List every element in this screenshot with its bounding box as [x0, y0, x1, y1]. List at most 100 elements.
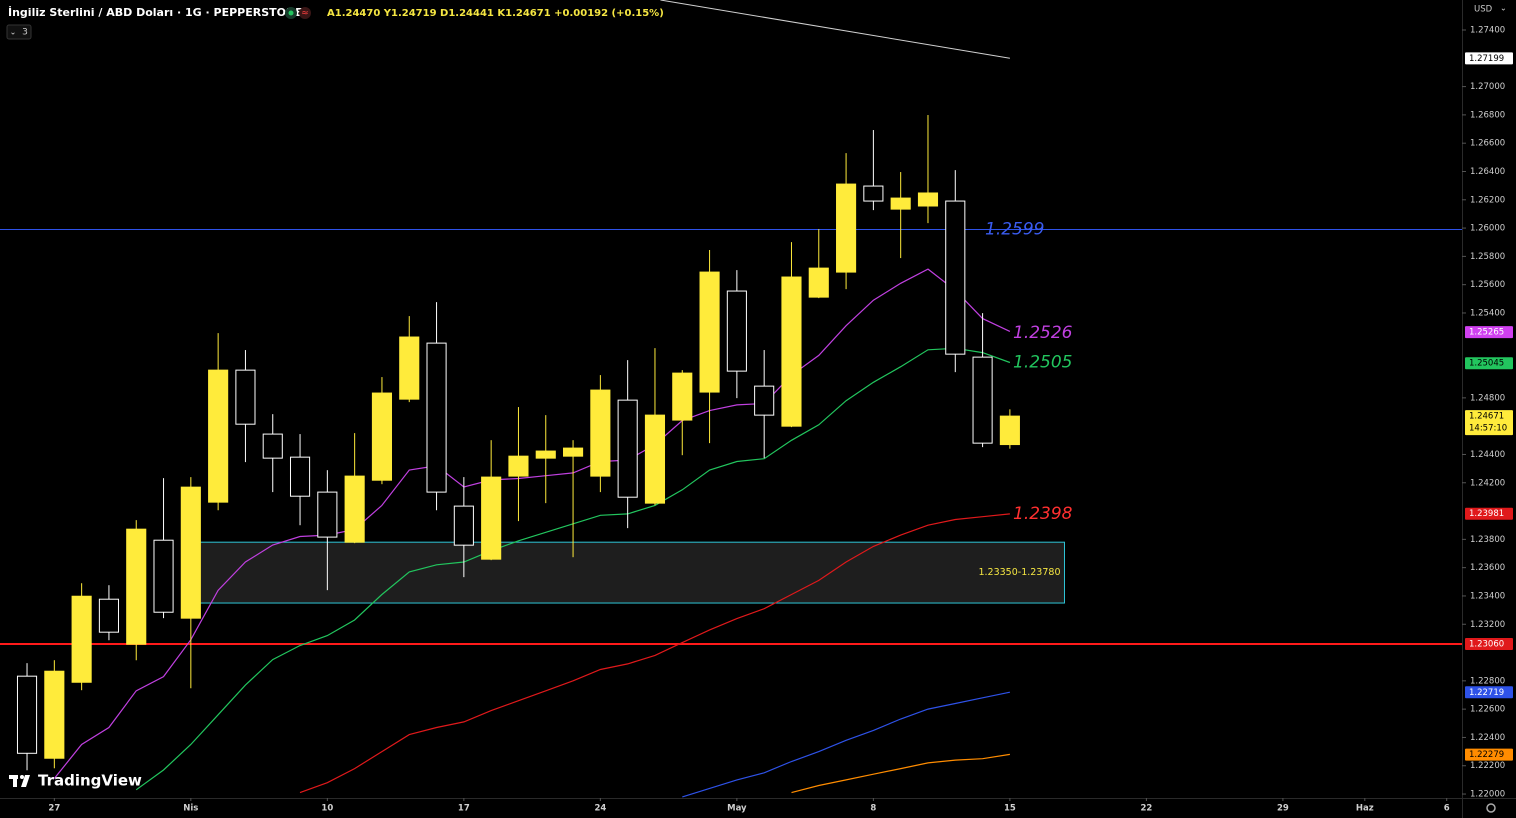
price-marker — [1465, 638, 1513, 651]
y-tick-label: 1.22600 — [1470, 705, 1505, 715]
x-tick-label: 24 — [594, 804, 606, 814]
y-tick-label: 1.26000 — [1470, 224, 1505, 234]
price-marker — [1465, 507, 1513, 520]
y-tick-label: 1.23200 — [1470, 620, 1505, 630]
candle-body — [235, 369, 256, 425]
candle-body — [863, 185, 884, 202]
zone-label: 1.23350-1.23780 — [978, 567, 1060, 578]
candle-body — [563, 447, 584, 457]
y-tick-label: 1.26400 — [1470, 167, 1505, 177]
y-tick-label: 1.22200 — [1470, 761, 1505, 771]
y-tick-label: 1.25600 — [1470, 280, 1505, 290]
candle-body — [644, 414, 666, 504]
candle-body — [399, 336, 420, 400]
candle-body — [344, 475, 365, 543]
symbol-title: İngiliz Sterlini / ABD Doları · 1G · PEP… — [8, 5, 303, 19]
plot-area: 1.23350-1.23780 1.2599 1.2526 1.2505 1.2398 — [0, 0, 1462, 798]
candle-body — [836, 183, 857, 273]
price-marker-label: 1.25045 — [1469, 359, 1504, 369]
ohlc-text: A1.24470 Y1.24719 D1.24441 K1.24671 +0.0… — [327, 8, 664, 19]
brand-name: TradingView — [38, 772, 142, 790]
price-marker — [1465, 52, 1513, 65]
y-tick-label: 1.22000 — [1470, 790, 1505, 800]
candle-body — [371, 392, 393, 481]
price-axis — [1462, 0, 1516, 818]
candle-body — [508, 455, 529, 477]
candle-body — [726, 290, 747, 372]
candle-body — [153, 539, 174, 613]
candle-body — [98, 598, 119, 633]
chevron: ⌄ — [10, 28, 17, 37]
price-annotation: 1.2398 — [1013, 504, 1073, 524]
x-tick-label: Nis — [183, 804, 198, 814]
candle-body — [16, 675, 38, 754]
candle-body — [180, 486, 201, 619]
y-tick-label: 1.26200 — [1470, 195, 1505, 205]
settings-button[interactable] — [1486, 803, 1496, 813]
moving-average — [53, 268, 1011, 779]
candle-body — [972, 356, 993, 444]
y-tick-label: 1.26800 — [1470, 110, 1505, 120]
y-tick-label: 1.24400 — [1470, 450, 1505, 460]
candle-body — [481, 476, 502, 560]
x-tick-label: 8 — [870, 804, 876, 814]
logo-shape — [20, 775, 24, 779]
candle-body — [535, 450, 556, 459]
status-dot — [288, 10, 294, 16]
candle-body — [672, 372, 693, 421]
price-marker-label: 1.22719 — [1469, 688, 1504, 698]
price-marker-label: 1.27199 — [1469, 54, 1504, 64]
y-tick-label: 1.26600 — [1470, 139, 1505, 149]
candle-body — [126, 528, 147, 645]
candle-body — [617, 399, 638, 498]
x-tick-label: 15 — [1004, 804, 1016, 814]
trend-line — [660, 0, 1010, 59]
price-marker — [1465, 686, 1513, 699]
x-tick-label: 29 — [1277, 804, 1289, 814]
price-marker-label: 1.23060 — [1469, 640, 1504, 650]
moving-average — [299, 513, 1010, 794]
candle-body — [781, 276, 802, 427]
indicator-toggle[interactable] — [6, 24, 32, 40]
candle-body — [262, 433, 283, 459]
time-axis — [0, 798, 1462, 818]
candle-body — [808, 267, 829, 298]
x-tick-label: 6 — [1444, 804, 1450, 814]
y-tick-label: 1.25400 — [1470, 308, 1505, 318]
candle-body — [590, 389, 611, 477]
price-annotation: 1.2599 — [985, 219, 1044, 239]
price-marker — [1465, 410, 1513, 436]
indicator-count: 3 — [22, 28, 28, 38]
currency-label[interactable]: USD — [1474, 5, 1493, 15]
price-marker — [1465, 748, 1513, 761]
price-marker — [1465, 357, 1513, 370]
x-tick-label: May — [727, 804, 747, 814]
candle-body — [208, 369, 229, 503]
y-tick-label: 1.27400 — [1470, 25, 1505, 35]
y-tick-label: 1.24200 — [1470, 478, 1505, 488]
candle-body — [426, 342, 447, 493]
y-tick-label: 1.22800 — [1470, 676, 1505, 686]
y-tick-label: 1.25800 — [1470, 252, 1505, 262]
candle-body — [917, 192, 939, 207]
candle-body — [699, 271, 720, 393]
x-tick-label: Haz — [1356, 804, 1374, 814]
price-annotation: 1.2526 — [1013, 323, 1073, 343]
candle-body — [317, 491, 338, 538]
price-marker-label: 1.25265 — [1469, 328, 1504, 338]
candle-body — [453, 505, 474, 546]
moving-average — [682, 691, 1011, 798]
candle-body — [890, 197, 911, 210]
y-tick-label: 1.22400 — [1470, 733, 1505, 743]
status-icon[interactable] — [299, 7, 311, 19]
brand-logo: TradingView — [9, 772, 142, 790]
candle-body — [44, 670, 65, 759]
logo-shape — [13, 775, 17, 787]
status-glyph: ≈ — [301, 9, 309, 19]
moving-average — [791, 753, 1010, 794]
price-marker-label: 1.23981 — [1469, 509, 1504, 519]
candle-body — [945, 200, 966, 355]
price-marker-label: 1.24671 — [1469, 412, 1504, 422]
